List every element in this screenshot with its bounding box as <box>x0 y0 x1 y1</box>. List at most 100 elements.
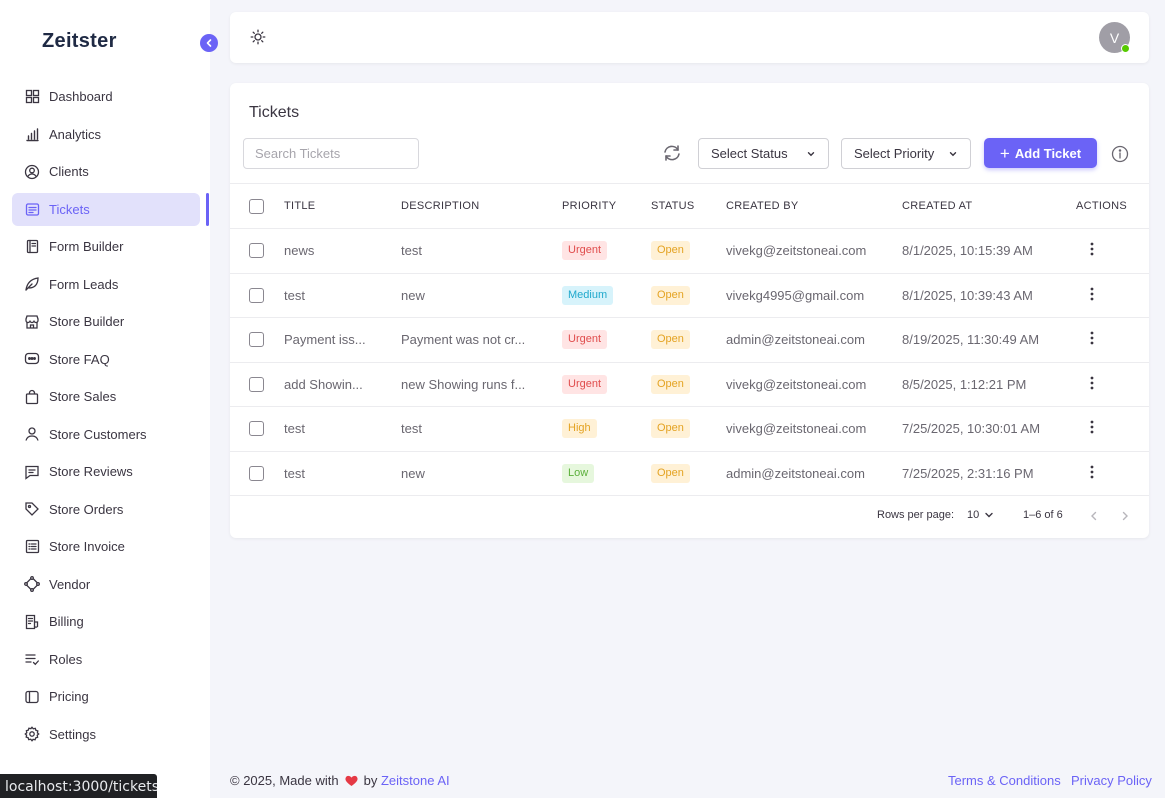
ticket-created-by: vivekg@zeitstoneai.com <box>726 362 902 407</box>
previous-page-icon[interactable] <box>1088 510 1100 525</box>
ticket-description: new Showing runs f... <box>401 362 562 407</box>
row-checkbox[interactable] <box>249 465 264 481</box>
sidebar-item-dashboard[interactable]: Dashboard <box>12 80 200 113</box>
priority-badge: Urgent <box>562 374 608 394</box>
table-row[interactable]: news test Urgent Open vivekg@zeitstoneai.com… <box>230 228 1149 274</box>
privacy-link[interactable]: Privacy Policy <box>1071 773 1152 788</box>
sidebar-item-tickets[interactable]: Tickets <box>12 192 200 226</box>
priority-select-label: Select Priority <box>854 146 935 161</box>
company-link[interactable]: Zeitstone AI <box>380 773 450 788</box>
status-badge: Open <box>651 419 690 439</box>
more-actions-icon[interactable] <box>1090 287 1094 304</box>
column-header-priority[interactable]: PRIORITY <box>562 183 651 229</box>
status-badge: Open <box>651 241 690 261</box>
sidebar-item-clients[interactable]: Clients <box>12 155 200 188</box>
sidebar-item-form-builder[interactable]: Form Builder <box>12 230 200 263</box>
browser-status-url: localhost:3000/tickets <box>0 774 157 798</box>
sidebar-item-store-orders[interactable]: Store Orders <box>12 493 200 526</box>
sidebar-item-label: Settings <box>49 726 96 742</box>
checklist-icon <box>24 651 40 667</box>
ticket-created-at: 7/25/2025, 10:30:01 AM <box>902 406 1076 452</box>
row-checkbox[interactable] <box>249 287 264 303</box>
sidebar-item-label: Vendor <box>49 576 91 592</box>
sidebar-item-billing[interactable]: Billing <box>12 605 200 638</box>
sidebar-item-pricing[interactable]: Pricing <box>12 680 200 713</box>
sidebar-item-store-faq[interactable]: Store FAQ <box>12 343 200 376</box>
search-input[interactable] <box>243 138 419 169</box>
ticket-created-at: 8/1/2025, 10:15:39 AM <box>902 228 1076 274</box>
sidebar-item-settings[interactable]: Settings <box>12 718 200 751</box>
active-indicator <box>206 193 209 226</box>
status-badge: Open <box>651 374 690 394</box>
row-checkbox[interactable] <box>249 421 264 437</box>
more-actions-icon[interactable] <box>1090 242 1094 259</box>
column-header-created-at[interactable]: CREATED AT <box>902 183 1076 229</box>
sidebar-item-label: Store Sales <box>49 389 117 404</box>
row-checkbox[interactable] <box>249 243 264 259</box>
add-ticket-label: Add Ticket <box>1014 145 1082 161</box>
info-icon[interactable] <box>1111 145 1129 166</box>
user-circle-icon <box>24 164 40 180</box>
sidebar-item-analytics[interactable]: Analytics <box>12 118 200 151</box>
column-header-title[interactable]: TITLE <box>284 183 401 229</box>
sidebar-item-roles[interactable]: Roles <box>12 643 200 676</box>
ticket-title: test <box>284 273 401 318</box>
vendor-icon <box>24 576 40 592</box>
heart-icon <box>345 775 358 786</box>
more-actions-icon[interactable] <box>1090 420 1094 437</box>
terms-link[interactable]: Terms & Conditions <box>948 773 1061 788</box>
sidebar-item-store-sales[interactable]: Store Sales <box>12 380 200 413</box>
status-badge: Open <box>651 463 690 483</box>
priority-select[interactable]: Select Priority <box>841 138 971 169</box>
priority-badge: Low <box>562 463 595 483</box>
online-status-badge <box>1121 44 1130 53</box>
sidebar-item-store-reviews[interactable]: Store Reviews <box>12 455 200 488</box>
status-select[interactable]: Select Status <box>698 138 829 169</box>
ticket-title: add Showin... <box>284 362 401 407</box>
sidebar-item-label: Store Invoice <box>49 539 125 554</box>
ticket-created-at: 8/5/2025, 1:12:21 PM <box>902 362 1076 407</box>
table-row[interactable]: add Showin... new Showing runs f... Urgent… <box>230 362 1149 407</box>
sidebar-item-label: Analytics <box>49 126 102 142</box>
more-actions-icon[interactable] <box>1090 331 1094 348</box>
row-checkbox[interactable] <box>249 332 264 348</box>
ticket-icon <box>24 201 40 217</box>
ticket-created-at: 8/1/2025, 10:39:43 AM <box>902 273 1076 318</box>
copyright-by: by <box>363 773 378 788</box>
sidebar-item-form-leads[interactable]: Form Leads <box>12 268 200 301</box>
add-ticket-button[interactable]: + Add Ticket <box>984 138 1097 168</box>
sidebar-item-store-invoice[interactable]: Store Invoice <box>12 530 200 563</box>
pricing-icon <box>24 689 40 705</box>
ticket-title: news <box>284 228 401 274</box>
rows-per-page-value: 10 <box>967 509 980 521</box>
column-header-status[interactable]: STATUS <box>651 183 726 229</box>
next-page-icon[interactable] <box>1119 510 1131 525</box>
column-header-description[interactable]: DESCRIPTION <box>401 183 562 229</box>
app-logo[interactable]: Zeitster <box>42 30 117 52</box>
row-checkbox[interactable] <box>249 376 264 392</box>
rows-per-page-select[interactable]: 10 <box>967 509 995 521</box>
sidebar-item-store-customers[interactable]: Store Customers <box>12 418 200 451</box>
theme-toggle-sun-icon[interactable] <box>250 29 266 48</box>
sidebar-item-store-builder[interactable]: Store Builder <box>12 305 200 338</box>
priority-badge: High <box>562 419 597 439</box>
table-row[interactable]: test test High Open vivekg@zeitstoneai.com 7/… <box>230 406 1149 452</box>
table-row[interactable]: Payment iss... Payment was not cr... Urgen… <box>230 317 1149 363</box>
more-actions-icon[interactable] <box>1090 465 1094 482</box>
more-actions-icon[interactable] <box>1090 376 1094 393</box>
sidebar-item-label: Store Orders <box>49 501 124 517</box>
refresh-icon[interactable] <box>662 144 682 165</box>
table-row[interactable]: test new Low Open admin@zeitstoneai.com 7/25/… <box>230 451 1149 496</box>
plus-icon: + <box>999 143 1010 163</box>
ticket-description: test <box>401 406 562 452</box>
column-header-created-by[interactable]: CREATED BY <box>726 183 902 229</box>
table-header-row: TITLE DESCRIPTION PRIORITY STATUS CREATE… <box>230 183 1149 229</box>
ticket-created-by: admin@zeitstoneai.com <box>726 451 902 496</box>
table-row[interactable]: test new Medium Open vivekg4995@gmail.com 8/1… <box>230 273 1149 318</box>
priority-badge: Urgent <box>562 330 608 350</box>
select-all-checkbox[interactable] <box>249 198 264 214</box>
ticket-title: test <box>284 406 401 452</box>
sidebar-item-vendor[interactable]: Vendor <box>12 568 200 601</box>
priority-badge: Urgent <box>562 241 608 261</box>
sidebar-collapse-button[interactable] <box>200 34 218 52</box>
